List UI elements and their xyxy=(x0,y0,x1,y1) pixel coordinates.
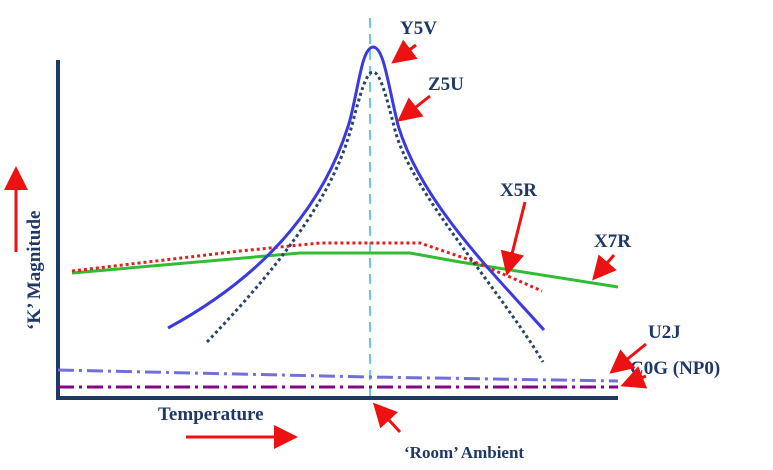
curve-u2j xyxy=(57,368,619,383)
curve-z5u xyxy=(205,70,545,363)
label-x5r: X5R xyxy=(500,180,537,201)
arrow-z5u xyxy=(397,94,431,122)
label-z5u: Z5U xyxy=(428,74,464,95)
y-axis-label: ‘K’ Magnitude xyxy=(24,211,45,330)
arrow-u2j xyxy=(609,342,647,374)
curve-y5v xyxy=(167,45,546,332)
label-y5v: Y5V xyxy=(400,18,437,39)
label-u2j: U2J xyxy=(648,322,681,343)
arrow-y5v xyxy=(391,39,418,64)
curve-x7r xyxy=(71,251,619,289)
curve-x5r xyxy=(71,241,543,293)
arrow-c0g xyxy=(620,366,648,389)
room-ambient-arrow xyxy=(372,402,402,434)
arrow-x7r xyxy=(592,254,617,281)
label-c0g: C0G (NP0) xyxy=(630,358,720,379)
x-axis-label: Temperature xyxy=(158,404,264,425)
label-x7r: X7R xyxy=(594,231,631,252)
arrow-x5r xyxy=(500,201,527,276)
room-ambient-label: ‘Room’ Ambient xyxy=(404,443,524,462)
